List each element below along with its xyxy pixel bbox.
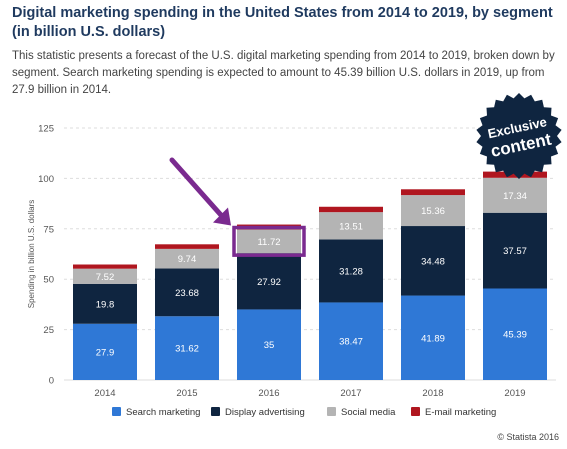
data-label: 41.89 <box>421 333 445 344</box>
data-label: 9.74 <box>178 254 197 265</box>
y-tick-label: 75 <box>43 224 54 235</box>
bar-segment-display-advertising <box>319 239 383 303</box>
bar-segment-social-media <box>401 195 465 227</box>
bar-segment-e-mail-marketing <box>155 244 219 249</box>
data-label: 31.28 <box>339 266 363 277</box>
legend-swatch <box>327 407 336 416</box>
x-tick-label: 2015 <box>176 388 197 399</box>
bar-segment-search-marketing <box>237 309 301 380</box>
bar-segment-display-advertising <box>483 212 547 289</box>
y-axis-label: Spending in billion U.S. dollars <box>27 200 36 309</box>
y-tick-label: 0 <box>49 376 54 387</box>
bar-segment-social-media <box>155 248 219 269</box>
legend-swatch <box>411 407 420 416</box>
bar-segment-social-media <box>237 229 301 254</box>
data-label: 13.51 <box>339 221 363 232</box>
data-label: 11.72 <box>257 237 280 248</box>
data-label: 2.07 <box>97 257 113 266</box>
bar-segment-search-marketing <box>483 288 547 380</box>
legend-label: Social media <box>341 407 396 418</box>
bar-segment-e-mail-marketing <box>401 189 465 196</box>
bar-segment-social-media <box>73 268 137 284</box>
data-label: 38.47 <box>339 337 363 348</box>
data-label: 2.87 <box>425 181 441 190</box>
x-tick-label: 2017 <box>340 388 361 399</box>
legend-swatch <box>112 407 121 416</box>
data-label: 17.34 <box>503 191 527 202</box>
data-label: 34.48 <box>421 256 445 267</box>
data-label: 2.27 <box>179 236 195 245</box>
bar-segment-social-media <box>319 212 383 240</box>
y-tick-label: 25 <box>43 325 54 336</box>
badge-seal-icon <box>476 93 562 179</box>
bar-segment-search-marketing <box>401 295 465 380</box>
legend-label: E-mail marketing <box>425 407 496 418</box>
bar-segment-e-mail-marketing <box>319 206 383 213</box>
legend-label: Display advertising <box>225 407 305 418</box>
data-label: 19.8 <box>96 299 115 310</box>
x-tick-label: 2016 <box>258 388 279 399</box>
bar-segment-search-marketing <box>319 302 383 380</box>
data-label: 23.68 <box>175 288 199 299</box>
bar-segment-display-advertising <box>155 268 219 317</box>
bars-layer: 27.9 19.8 7.52 2.07 31.62 23.68 9.74 2.27 35 27.9… <box>73 164 547 380</box>
data-label: 2.47 <box>261 217 277 226</box>
legend-swatch <box>211 407 220 416</box>
x-tick-label: 2018 <box>422 388 443 399</box>
axis-layer: 0 25 50 75 100 125 Spending in billion U.S. do… <box>27 124 526 400</box>
bar-segment-display-advertising <box>237 253 301 310</box>
page-description: This statistic presents a forecast of th… <box>12 50 555 96</box>
data-label: 7.52 <box>96 272 115 283</box>
data-label: 27.9 <box>96 347 115 358</box>
arrow-head-icon <box>213 207 231 226</box>
data-label: 27.92 <box>257 277 281 288</box>
data-label: 45.39 <box>503 330 527 341</box>
data-label: 15.36 <box>421 206 445 217</box>
y-tick-label: 125 <box>38 124 54 135</box>
bar-segment-search-marketing <box>155 316 219 380</box>
legend: Search marketing Display advertising Socia… <box>112 407 496 418</box>
bar-segment-display-advertising <box>401 226 465 296</box>
arrow-shaft <box>169 157 228 223</box>
y-tick-label: 50 <box>43 275 54 286</box>
x-tick-label: 2014 <box>94 388 115 399</box>
data-label: 35 <box>264 340 275 351</box>
data-label: 37.57 <box>503 246 527 257</box>
credit-text: © Statista 2016 <box>497 432 559 442</box>
legend-label: Search marketing <box>126 407 200 418</box>
page-title: Digital marketing spending in the United… <box>12 5 553 40</box>
grid-layer <box>64 127 556 381</box>
data-label: 2.67 <box>343 199 359 208</box>
bar-segment-e-mail-marketing <box>73 264 137 269</box>
x-tick-label: 2019 <box>504 388 525 399</box>
data-label: 31.62 <box>175 344 199 355</box>
bar-segment-search-marketing <box>73 323 137 380</box>
bar-segment-display-advertising <box>73 283 137 324</box>
bar-segment-social-media <box>483 177 547 213</box>
y-tick-label: 100 <box>38 174 54 185</box>
highlight-box <box>232 225 306 257</box>
